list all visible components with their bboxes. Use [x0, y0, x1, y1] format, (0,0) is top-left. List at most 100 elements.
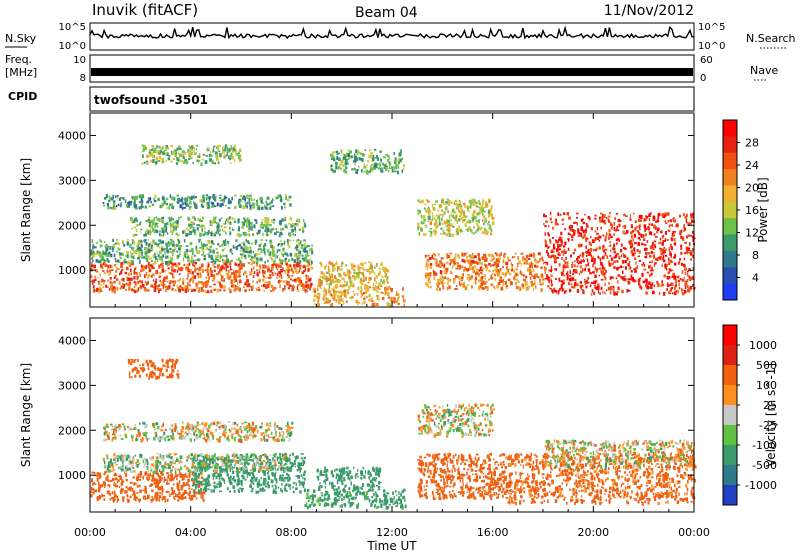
velocity-echo-cell [128, 500, 130, 503]
power-echo-cell [633, 213, 635, 215]
power-echo-cell [252, 281, 253, 283]
power-echo-cell [339, 291, 342, 294]
power-echo-cell [186, 162, 188, 164]
power-echo-cell [142, 206, 144, 208]
power-echo-cell [425, 256, 426, 258]
power-echo-cell [623, 253, 624, 255]
power-echo-cell [99, 287, 101, 290]
power-echo-cell [187, 229, 190, 231]
power-echo-cell [683, 264, 686, 268]
power-echo-cell [276, 264, 278, 267]
power-echo-cell [596, 237, 598, 239]
power-echo-cell [352, 275, 354, 277]
power-echo-cell [380, 263, 383, 267]
power-echo-cell [453, 264, 455, 266]
power-echo-cell [135, 282, 137, 286]
power-echo-cell [115, 270, 116, 273]
power-echo-cell [653, 245, 654, 249]
power-echo-cell [478, 279, 481, 282]
power-echo-cell [307, 264, 309, 267]
power-echo-cell [379, 271, 381, 275]
power-echo-cell [363, 301, 365, 305]
power-echo-cell [302, 230, 304, 232]
power-echo-cell [103, 202, 105, 204]
power-echo-cell [425, 233, 427, 236]
power-echo-cell [140, 222, 141, 224]
power-echo-cell [668, 271, 671, 274]
power-echo-cell [687, 275, 689, 277]
power-echo-cell [530, 277, 531, 280]
power-echo-cell [441, 218, 442, 222]
power-echo-cell [474, 200, 476, 202]
power-echo-cell [598, 288, 600, 290]
power-echo-cell [238, 219, 240, 223]
power-ytick-label: 4000 [58, 129, 86, 142]
power-echo-cell [340, 274, 342, 276]
power-echo-cell [320, 276, 322, 278]
velocity-echo-cell [195, 492, 198, 495]
power-echo-cell [249, 251, 252, 254]
velocity-echo-cell [275, 486, 277, 490]
power-echo-cell [432, 255, 434, 258]
power-echo-cell [147, 289, 150, 291]
power-echo-cell [471, 232, 473, 234]
power-echo-cell [465, 223, 467, 227]
power-echo-cell [274, 273, 276, 275]
power-echo-cell [605, 249, 608, 251]
power-echo-cell [341, 160, 344, 164]
power-echo-cell [587, 277, 589, 280]
power-echo-cell [663, 247, 665, 249]
power-echo-cell [552, 255, 554, 258]
power-echo-cell [277, 249, 278, 253]
power-echo-cell [526, 255, 529, 258]
power-echo-cell [289, 282, 290, 286]
power-echo-cell [435, 272, 437, 276]
power-echo-cell [479, 209, 481, 211]
power-echo-cell [201, 281, 203, 283]
power-echo-cell [209, 196, 211, 199]
velocity-echo-cell [304, 489, 306, 493]
power-echo-cell [585, 232, 587, 234]
power-echo-cell [550, 274, 552, 277]
power-echo-cell [495, 278, 497, 281]
power-echo-cell [218, 230, 219, 234]
power-echo-cell [234, 277, 236, 281]
power-echo-cell [574, 249, 576, 252]
velocity-echo-cell [182, 479, 184, 481]
power-echo-cell [219, 145, 221, 148]
power-echo-cell [690, 252, 693, 256]
power-echo-cell [677, 290, 679, 294]
velocity-echo-cell [176, 478, 178, 480]
velocity-echo-cell [102, 484, 104, 487]
power-echo-cell [400, 158, 402, 162]
power-echo-cell [651, 251, 653, 254]
power-echo-cell [224, 226, 226, 228]
power-echo-cell [115, 196, 116, 198]
power-echo-cell [190, 278, 191, 281]
power-echo-cell [159, 276, 162, 278]
power-echo-cell [358, 264, 359, 267]
power-echo-cell [162, 203, 164, 206]
power-echo-cell [225, 232, 227, 234]
power-echo-cell [171, 203, 173, 207]
power-echo-cell [512, 256, 513, 258]
power-echo-cell [627, 257, 629, 260]
power-echo-cell [566, 261, 568, 264]
power-echo-cell [585, 264, 586, 267]
power-echo-cell [667, 282, 669, 284]
power-echo-cell [272, 198, 274, 201]
power-echo-cell [234, 263, 236, 266]
power-echo-cell [219, 233, 221, 235]
power-echo-cell [633, 247, 635, 251]
power-echo-cell [557, 223, 558, 225]
power-echo-cell [680, 245, 682, 247]
power-echo-cell [593, 292, 595, 295]
power-echo-cell [243, 263, 245, 267]
power-echo-cell [618, 286, 620, 290]
power-echo-cell [294, 254, 296, 257]
power-echo-cell [374, 157, 376, 159]
power-colorbar-swatch [723, 267, 737, 284]
power-echo-cell [211, 240, 214, 243]
